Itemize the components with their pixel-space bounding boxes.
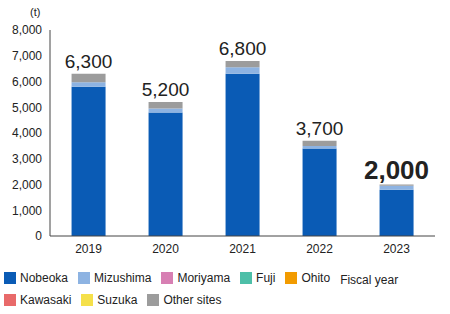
svg-text:5,200: 5,200 bbox=[142, 79, 190, 100]
svg-text:5,000: 5,000 bbox=[12, 101, 42, 115]
html-text:(t): (t) bbox=[30, 6, 41, 18]
html-text:Ohito: Ohito bbox=[301, 271, 331, 285]
svg-text:6,800: 6,800 bbox=[219, 38, 267, 59]
svg-text:2,000: 2,000 bbox=[12, 178, 42, 192]
html-text:Mizushima: Mizushima bbox=[94, 271, 152, 285]
svg-text:2019: 2019 bbox=[75, 242, 102, 256]
svg-text:2020: 2020 bbox=[152, 242, 179, 256]
html-text:Nobeoka: Nobeoka bbox=[20, 271, 68, 285]
html-text:Kawasaki: Kawasaki bbox=[20, 293, 72, 307]
html-text:Fuji: Fuji bbox=[256, 271, 276, 285]
svg-text:2023: 2023 bbox=[383, 242, 410, 256]
svg-text:2021: 2021 bbox=[229, 242, 256, 256]
svg-text:3,000: 3,000 bbox=[12, 152, 42, 166]
svg-text:7,000: 7,000 bbox=[12, 49, 42, 63]
svg-text:6,000: 6,000 bbox=[12, 75, 42, 89]
svg-text:8,000: 8,000 bbox=[12, 23, 42, 37]
svg-text:2022: 2022 bbox=[306, 242, 333, 256]
html-text:Fiscal year: Fiscal year bbox=[340, 273, 399, 287]
svg-text:2,000: 2,000 bbox=[364, 155, 429, 185]
svg-text:6,300: 6,300 bbox=[65, 51, 113, 72]
svg-text:3,700: 3,700 bbox=[296, 118, 344, 139]
html-text:Other sites: Other sites bbox=[163, 293, 222, 307]
html-text:Moriyama: Moriyama bbox=[177, 271, 231, 285]
svg-text:1,000: 1,000 bbox=[12, 204, 42, 218]
svg-text:0: 0 bbox=[35, 229, 42, 243]
svg-text:4,000: 4,000 bbox=[12, 126, 42, 140]
html-text:Suzuka: Suzuka bbox=[97, 293, 138, 307]
